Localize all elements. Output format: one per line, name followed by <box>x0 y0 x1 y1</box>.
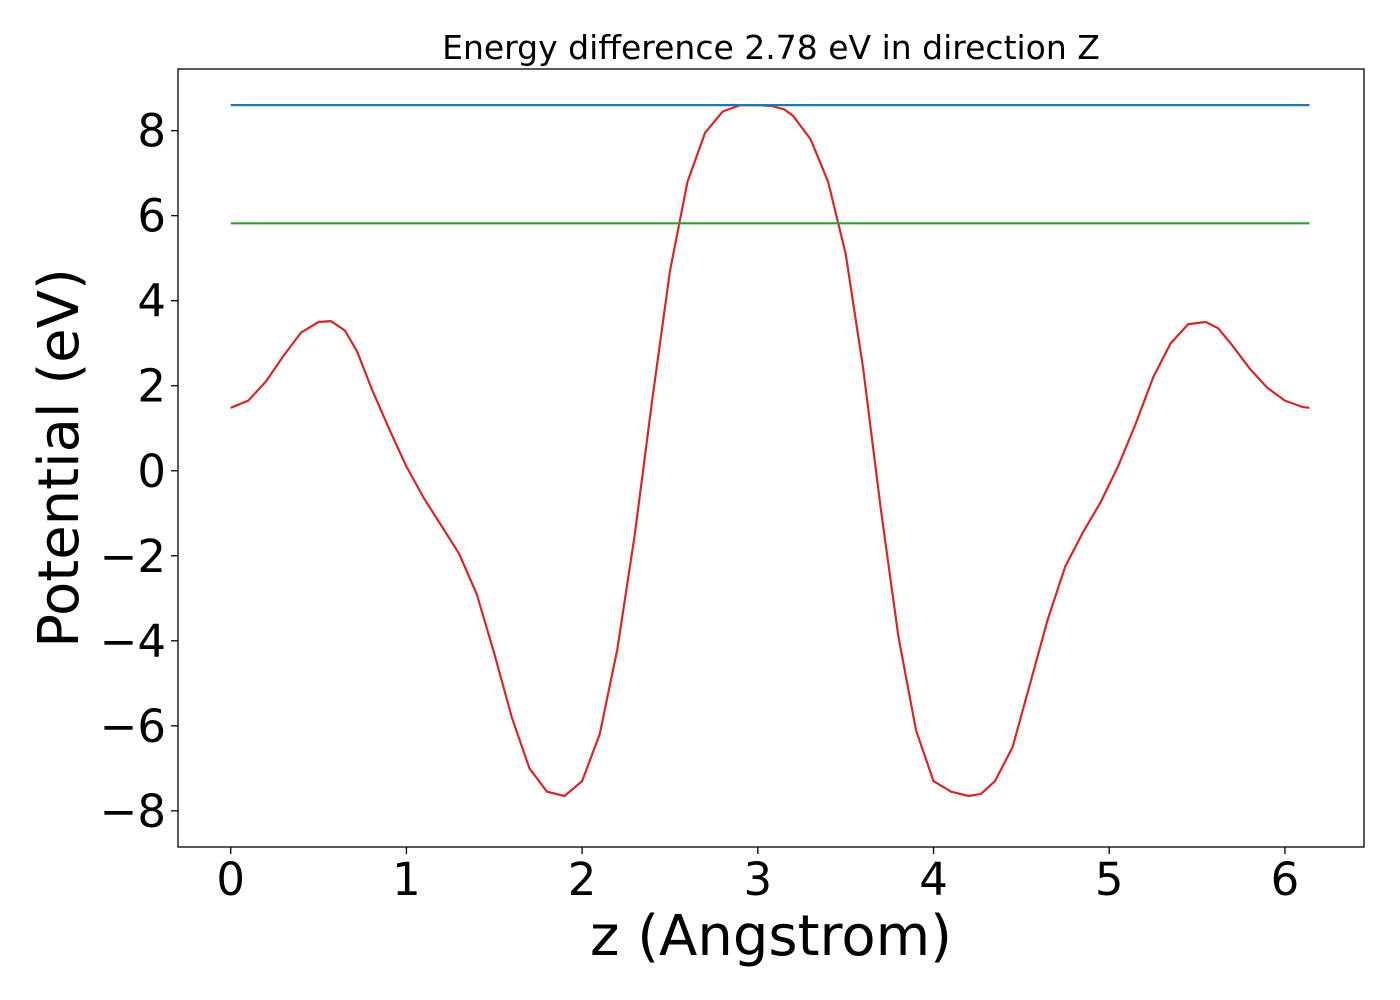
x-axis-label: z (Angstrom) <box>590 904 952 969</box>
y-axis-label: Potential (eV) <box>27 268 92 648</box>
x-tick-label: 3 <box>744 853 773 906</box>
y-tick-label: 2 <box>137 360 166 413</box>
y-axis-ticks: −8 −6 −4 −2 0 2 4 6 8 <box>100 105 178 838</box>
y-tick-label: −8 <box>100 785 166 838</box>
x-tick-label: 5 <box>1095 853 1124 906</box>
series-layer <box>230 103 1310 798</box>
x-tick-label: 4 <box>919 853 948 906</box>
y-tick-label: 8 <box>137 105 166 158</box>
y-tick-label: 4 <box>137 275 166 328</box>
chart-title: Energy difference 2.78 eV in direction Z <box>442 28 1100 67</box>
potential-curve <box>230 103 1310 798</box>
x-tick-label: 0 <box>216 853 245 906</box>
y-tick-label: −4 <box>100 615 166 668</box>
x-tick-label: 2 <box>568 853 597 906</box>
x-axis-ticks: 0 1 2 3 4 5 6 <box>216 847 1299 906</box>
x-tick-label: 1 <box>392 853 421 906</box>
y-tick-label: 0 <box>137 445 166 498</box>
y-tick-label: −6 <box>100 700 166 753</box>
y-tick-label: −2 <box>100 530 166 583</box>
x-tick-label: 6 <box>1271 853 1300 906</box>
plot-frame <box>177 68 1365 848</box>
y-tick-label: 6 <box>137 190 166 243</box>
